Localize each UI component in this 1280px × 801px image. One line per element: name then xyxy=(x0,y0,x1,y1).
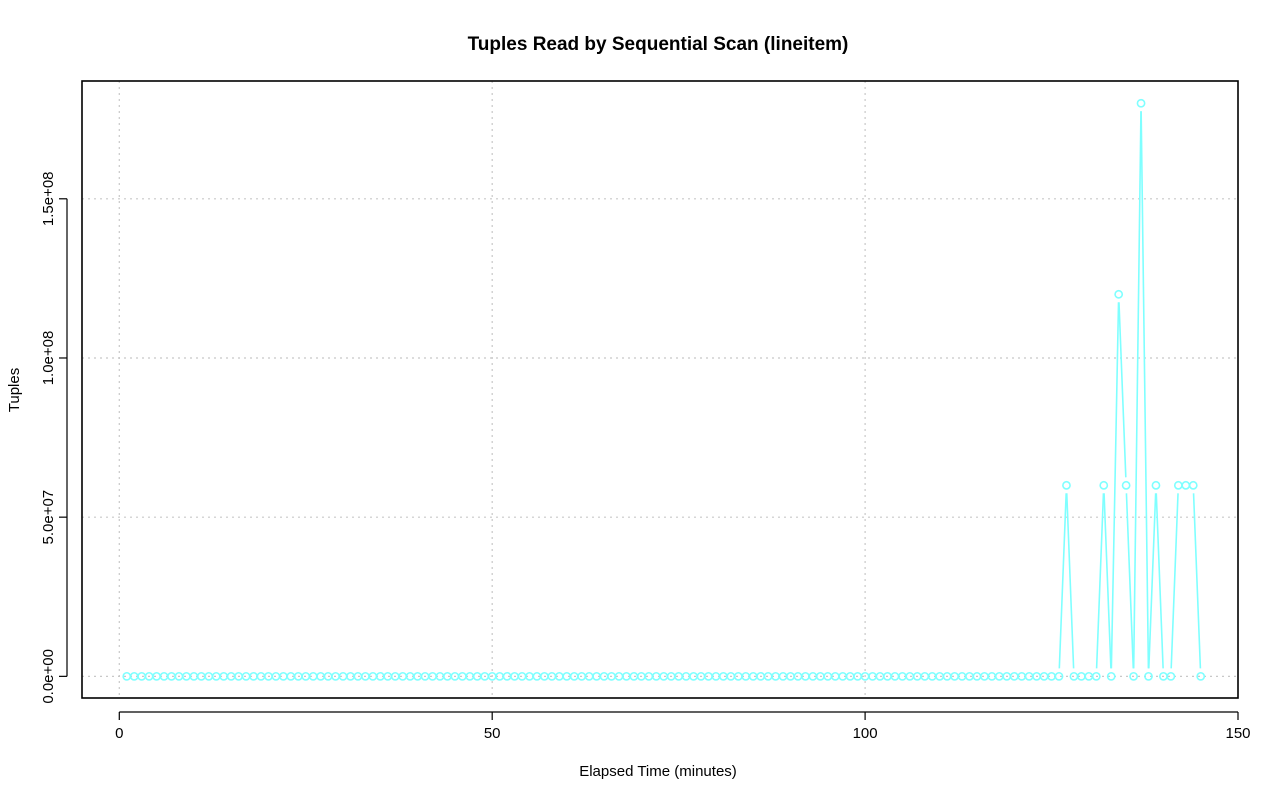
data-point-54 xyxy=(517,671,527,681)
data-point-143 xyxy=(1181,480,1191,490)
data-point-138 xyxy=(1144,671,1153,681)
x-tick-label-0: 0 xyxy=(115,725,123,742)
data-point-69 xyxy=(629,671,639,681)
series-segment xyxy=(1125,493,1135,669)
series-segment xyxy=(1132,111,1142,669)
x-tick-label-2: 100 xyxy=(853,725,878,742)
data-point-110 xyxy=(935,671,945,681)
data-point-126 xyxy=(1054,671,1064,681)
data-point-79 xyxy=(704,671,713,681)
data-point-131 xyxy=(1091,671,1101,681)
data-point-3 xyxy=(137,671,147,681)
data-point-36 xyxy=(383,671,393,681)
data-point-13 xyxy=(211,671,221,681)
series-segment xyxy=(1110,302,1120,669)
x-axis: 0 50 100 150 xyxy=(115,711,1251,742)
series-segment xyxy=(1170,493,1179,669)
data-point-145 xyxy=(1196,671,1206,681)
plot-frame xyxy=(81,80,1239,699)
series-segment xyxy=(1148,493,1157,669)
data-point-32 xyxy=(353,671,363,681)
data-point-120 xyxy=(1009,671,1019,681)
series-segment xyxy=(1065,493,1075,669)
series-segment xyxy=(1192,493,1202,669)
series-segment xyxy=(1103,493,1112,669)
series-tuples xyxy=(122,98,1206,681)
series-segment xyxy=(1058,493,1067,669)
data-point-139 xyxy=(1151,480,1161,490)
y-axis: 0.0e+00 5.0e+07 1.0e+08 1.5e+08 xyxy=(40,171,68,704)
data-point-127 xyxy=(1062,480,1071,490)
series-segment xyxy=(1118,302,1127,478)
data-point-141 xyxy=(1166,671,1176,681)
data-point-114 xyxy=(965,671,974,681)
data-point-133 xyxy=(1106,671,1116,681)
series-segment xyxy=(1155,493,1164,669)
data-point-40 xyxy=(413,671,423,681)
data-point-46 xyxy=(457,671,467,681)
data-point-17 xyxy=(241,671,251,681)
y-axis-label: Tuples xyxy=(6,368,23,412)
series-segment xyxy=(1140,111,1150,669)
y-tick-label-0: 0.0e+00 xyxy=(40,649,57,704)
x-axis-label: Elapsed Time (minutes) xyxy=(579,763,737,780)
data-point-144 xyxy=(1188,480,1198,490)
x-tick-label-1: 50 xyxy=(484,725,501,742)
x-tick-label-3: 150 xyxy=(1225,725,1250,742)
data-point-124 xyxy=(1039,671,1049,681)
data-point-116 xyxy=(980,671,989,681)
data-point-73 xyxy=(659,671,669,681)
data-point-136 xyxy=(1129,671,1138,681)
y-tick-label-3: 1.5e+08 xyxy=(40,171,57,226)
series-segment xyxy=(1095,493,1105,669)
data-point-87 xyxy=(763,671,773,681)
data-point-106 xyxy=(905,671,915,681)
data-point-132 xyxy=(1099,480,1109,490)
data-point-134 xyxy=(1114,289,1124,299)
data-point-9 xyxy=(182,671,191,681)
data-point-83 xyxy=(733,671,743,681)
data-point-142 xyxy=(1173,480,1183,490)
data-point-7 xyxy=(167,671,176,681)
data-point-135 xyxy=(1121,480,1131,490)
grid-lines xyxy=(82,81,1238,698)
chart-title: Tuples Read by Sequential Scan (lineitem… xyxy=(468,34,849,55)
y-tick-label-2: 1.0e+08 xyxy=(40,331,57,386)
y-tick-label-1: 5.0e+07 xyxy=(40,490,57,545)
data-point-137 xyxy=(1136,98,1146,108)
data-point-77 xyxy=(689,671,698,681)
